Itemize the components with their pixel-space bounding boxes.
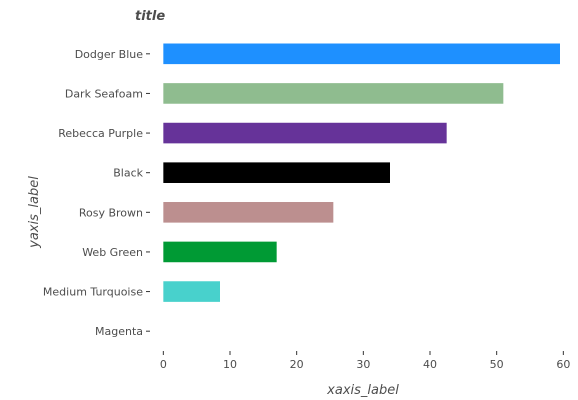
- y-tick-label: Rosy Brown: [79, 206, 143, 219]
- x-tick-label: 30: [356, 358, 370, 371]
- x-tick-label: 0: [160, 358, 167, 371]
- x-tick-label: 40: [423, 358, 437, 371]
- y-tick-label: Black: [113, 167, 143, 180]
- bar-web-green: [163, 241, 277, 263]
- y-tick-label: Magenta: [95, 325, 143, 338]
- y-tick-label: Dodger Blue: [75, 48, 144, 61]
- bars: [163, 43, 561, 302]
- x-tick-label: 10: [223, 358, 237, 371]
- x-axis-title: xaxis_label: [326, 383, 399, 398]
- bar-rebecca-purple: [163, 122, 447, 144]
- x-tick-label: 50: [490, 358, 504, 371]
- x-tick-label: 60: [556, 358, 570, 371]
- chart-title: title: [135, 9, 165, 24]
- y-tick-label: Rebecca Purple: [58, 127, 143, 140]
- bar-rosy-brown: [163, 202, 334, 223]
- y-tick-label: Web Green: [82, 246, 143, 259]
- y-tick-label: Dark Seafoam: [65, 87, 143, 100]
- y-tick-label: Medium Turquoise: [43, 286, 143, 299]
- bar-black: [163, 162, 390, 183]
- x-axis: 0 10 20 30 40 50 60: [160, 351, 570, 371]
- y-tick-labels: Magenta Medium Turquoise Web Green Rosy Bro…: [43, 48, 150, 338]
- y-axis-title: yaxis_label: [27, 176, 42, 249]
- bar-medium-turquoise: [163, 281, 220, 302]
- bar-dark-seafoam: [163, 83, 504, 104]
- bar-dodger-blue: [163, 43, 561, 65]
- x-tick-label: 20: [290, 358, 304, 371]
